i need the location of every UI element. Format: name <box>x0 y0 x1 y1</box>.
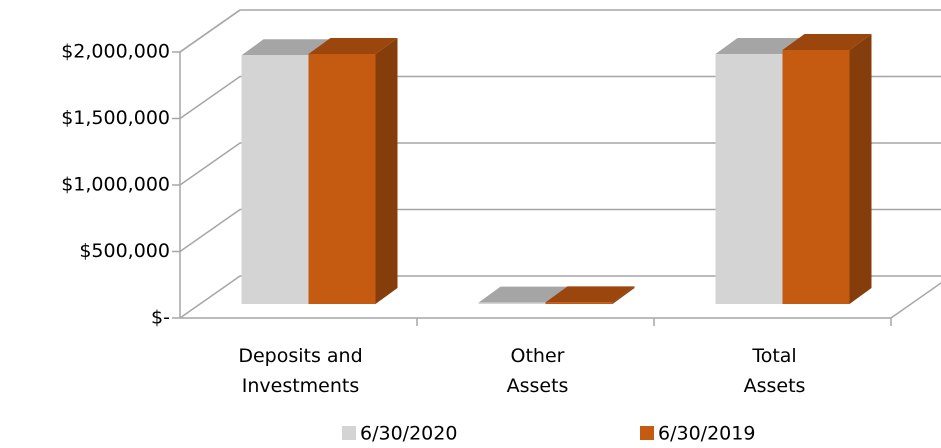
bar-side <box>612 286 635 304</box>
bar-side <box>375 37 398 305</box>
bar-top <box>715 37 805 54</box>
bar <box>545 302 613 304</box>
bar <box>782 49 850 304</box>
bar-top <box>308 37 398 54</box>
bar-top <box>782 33 872 50</box>
legend-label: 6/30/2020 <box>360 423 457 445</box>
grid-line <box>179 9 941 53</box>
bar-top <box>545 286 635 303</box>
bar <box>715 53 783 305</box>
bar-top <box>478 286 568 303</box>
bar <box>478 302 546 304</box>
y-tick-label: $1,500,000 <box>61 107 170 129</box>
bar-top <box>241 39 331 56</box>
y-tick-label: $1,000,000 <box>61 174 170 196</box>
x-tick-label: Total Assets <box>743 345 806 397</box>
legend-swatch <box>640 426 654 440</box>
y-tick-label: $- <box>151 307 170 329</box>
x-tick-label: Other Assets <box>506 345 569 397</box>
legend-swatch <box>342 426 356 440</box>
y-tick-label: $500,000 <box>79 240 170 262</box>
y-tick-label: $2,000,000 <box>61 41 170 63</box>
bar-side <box>849 33 872 304</box>
bar <box>308 53 376 305</box>
x-tick-label: Deposits and Investments <box>238 345 363 397</box>
legend-label: 6/30/2019 <box>658 423 755 445</box>
bar <box>241 55 309 304</box>
